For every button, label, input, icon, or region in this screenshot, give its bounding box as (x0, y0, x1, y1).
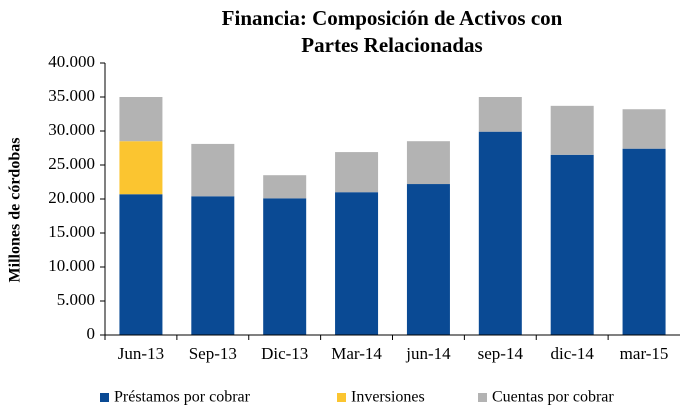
x-tick-label: sep-14 (478, 344, 524, 363)
x-tick-label: jun-14 (405, 344, 451, 363)
y-tick-label: 20.000 (48, 188, 95, 207)
bar-segment (478, 97, 522, 132)
bar-segment (550, 105, 594, 155)
chart-title: Financia: Composición de Activos con Part… (222, 6, 563, 57)
x-tick-label: dic-14 (550, 344, 594, 363)
bar-segment (406, 184, 450, 335)
legend-swatch (478, 393, 487, 402)
bar-segment (119, 194, 163, 335)
bar-segment (622, 148, 666, 335)
legend-swatch (100, 393, 109, 402)
legend-label: Inversiones (351, 389, 425, 406)
bar-segment (191, 196, 235, 335)
legend-label: Cuentas por cobrar (492, 389, 614, 406)
x-tick-label: Dic-13 (261, 344, 308, 363)
bar-segment (335, 152, 379, 193)
y-tick-label: 35.000 (48, 86, 95, 105)
legend-swatch (337, 393, 346, 402)
x-tick-label: Jun-13 (118, 344, 164, 363)
bar-segment (263, 198, 307, 335)
bar-segment (191, 143, 235, 197)
bar-segment (550, 154, 594, 335)
bar-segment (119, 97, 163, 142)
y-tick-label: 10.000 (48, 256, 95, 275)
y-tick-label: 40.000 (48, 52, 95, 71)
y-tick-label: 15.000 (48, 222, 95, 241)
bar-segment (335, 192, 379, 335)
x-tick-label: mar-15 (620, 344, 669, 363)
y-tick-label: 25.000 (48, 154, 95, 173)
y-tick-label: 5.000 (57, 290, 95, 309)
legend-label: Préstamos por cobrar (114, 389, 251, 406)
bar-segment (622, 109, 666, 149)
x-tick-label: Mar-14 (331, 344, 382, 363)
y-tick-label: 0 (87, 324, 96, 343)
bar-segment (263, 175, 307, 199)
bar-segment (478, 131, 522, 335)
y-axis-label: Millones de córdobas (7, 138, 24, 283)
bar-segment (406, 141, 450, 185)
bar-segment (119, 141, 163, 195)
x-tick-label: Sep-13 (189, 344, 237, 363)
y-tick-label: 30.000 (48, 120, 95, 139)
